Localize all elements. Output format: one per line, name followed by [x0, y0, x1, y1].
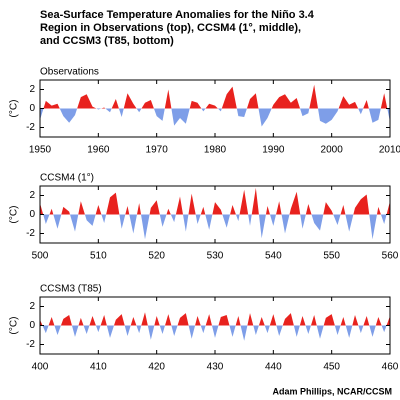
credit: Adam Phillips, NCAR/CCSM	[272, 386, 392, 396]
x-tick-label: 560	[382, 251, 399, 262]
y-axis-label: (°C)	[9, 317, 20, 335]
x-tick-label: 520	[148, 251, 165, 262]
positive-area	[40, 187, 390, 215]
positive-area	[40, 84, 390, 109]
negative-area	[40, 214, 390, 240]
y-tick-label: -2	[26, 122, 35, 133]
x-tick-label: 530	[207, 251, 224, 262]
y-axis-label: (°C)	[9, 206, 20, 224]
x-tick-label: 1950	[29, 145, 52, 156]
x-tick-label: 1960	[87, 145, 110, 156]
title-line: Sea-Surface Temperature Anomalies for th…	[40, 9, 315, 21]
positive-area	[40, 312, 390, 326]
y-tick-label: 2	[29, 301, 35, 312]
x-tick-label: 400	[32, 362, 49, 373]
x-tick-label: 550	[323, 251, 340, 262]
x-tick-label: 500	[32, 251, 49, 262]
negative-area	[40, 325, 390, 341]
x-tick-label: 410	[90, 362, 107, 373]
y-tick-label: 0	[29, 209, 35, 220]
y-tick-label: 0	[29, 320, 35, 331]
panel-title: Observations	[40, 67, 99, 78]
x-tick-label: 510	[90, 251, 107, 262]
y-tick-label: 0	[29, 103, 35, 114]
title-line: and CCSM3 (T85, bottom)	[40, 35, 174, 47]
panel-title: CCSM4 (1°)	[40, 173, 94, 184]
x-tick-label: 1980	[204, 145, 227, 156]
x-tick-label: 2010	[379, 145, 400, 156]
panel-title: CCSM3 (T85)	[40, 284, 102, 295]
x-tick-label: 420	[148, 362, 165, 373]
y-axis-label: (°C)	[9, 100, 20, 118]
x-tick-label: 1990	[262, 145, 285, 156]
y-tick-label: 2	[29, 190, 35, 201]
y-tick-label: -2	[26, 339, 35, 350]
x-tick-label: 450	[323, 362, 340, 373]
x-tick-label: 440	[265, 362, 282, 373]
x-tick-label: 540	[265, 251, 282, 262]
y-tick-label: -2	[26, 228, 35, 239]
negative-area	[40, 108, 390, 127]
x-tick-label: 430	[207, 362, 224, 373]
y-tick-label: 2	[29, 84, 35, 95]
title-line: Region in Observations (top), CCSM4 (1°,…	[40, 22, 301, 34]
x-tick-label: 1970	[146, 145, 169, 156]
x-tick-label: 460	[382, 362, 399, 373]
x-tick-label: 2000	[321, 145, 344, 156]
